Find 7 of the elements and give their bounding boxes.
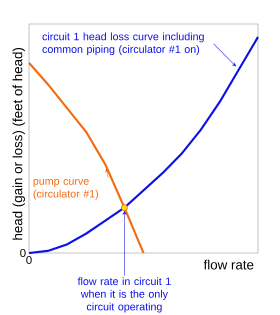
text: 0 xyxy=(20,249,26,258)
legend-label: pump curve (circulator #1) xyxy=(34,179,98,200)
y-axis-title: head (gain or loss) (feet of head) xyxy=(12,48,25,240)
text: 0 xyxy=(26,256,32,264)
text: circuit 1 head loss curve including common piping (circulator #1 on) xyxy=(42,32,204,56)
annotation: flow rate in circuit 1 when it is the only circuit operating xyxy=(78,277,171,313)
x-axis-title: flow rate xyxy=(204,260,254,270)
